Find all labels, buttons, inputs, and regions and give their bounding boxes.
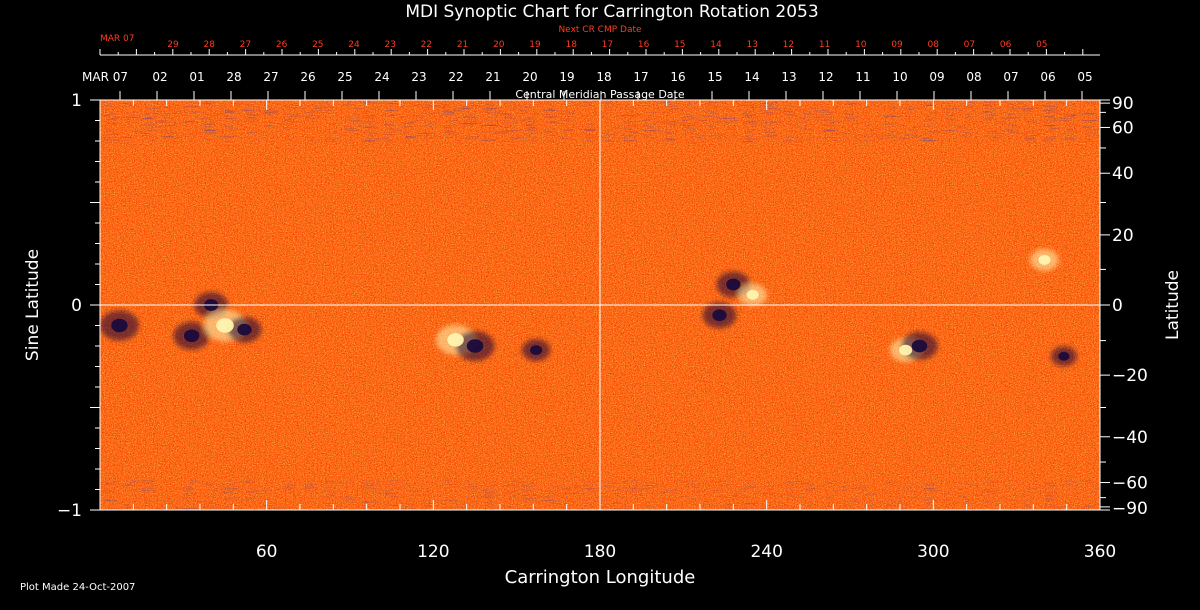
next-cr-date-label: 26 <box>276 40 288 50</box>
y-right-tick-label: 20 <box>1112 226 1134 246</box>
top-axis-dates: 02 01 28 27 26 25 24 23 22 21 20 19 18 17 16 15 14 13 12 11… <box>152 70 1092 84</box>
x-tick-label: 180 <box>584 542 616 562</box>
y-right-tick-label: −90 <box>1112 499 1148 519</box>
y-axis-right-label: Latitude <box>1163 270 1183 340</box>
y-right-tick-label: −60 <box>1112 474 1148 494</box>
top-axis-date-label: 08 <box>966 70 981 84</box>
next-cr-date-label: 29 <box>167 40 179 50</box>
next-cr-date-label: 05 <box>1036 40 1047 50</box>
active-region-core <box>746 289 759 300</box>
active-region-core <box>911 339 928 353</box>
plot-made-footer: Plot Made 24-Oct-2007 <box>20 582 135 593</box>
top-axis-date-label: 01 <box>189 70 204 84</box>
next-cr-date-label: 21 <box>457 40 468 50</box>
active-region-core <box>447 333 464 347</box>
top-axis-date-label: 28 <box>226 70 241 84</box>
next-cr-date-label: 23 <box>384 40 395 50</box>
top-axis-date-label: 25 <box>337 70 352 84</box>
chart-title: MDI Synoptic Chart for Carrington Rotati… <box>405 2 818 22</box>
top-axis-date-label: 06 <box>1040 70 1055 84</box>
next-cr-date-label: 25 <box>312 40 323 50</box>
top-axis-date-label: 15 <box>707 70 722 84</box>
active-region-core <box>726 278 741 291</box>
next-cr-date-label: 12 <box>783 40 794 50</box>
y-right-tick-label: 60 <box>1112 118 1134 138</box>
top-axis-date-label: 10 <box>892 70 907 84</box>
next-cr-axis-label: Next CR CMP Date <box>558 25 642 35</box>
y-left-tick-label: 1 <box>71 91 82 111</box>
next-cr-date-label: 09 <box>891 40 903 50</box>
next-cr-date-label: 24 <box>348 40 360 50</box>
top-axis-date-label: 23 <box>411 70 426 84</box>
x-axis: 60 120 180 240 300 360 <box>99 100 1116 562</box>
x-tick-label: 60 <box>256 542 278 562</box>
next-cr-date-label: 14 <box>710 40 722 50</box>
top-axis-date-label: 18 <box>596 70 611 84</box>
next-cr-date-label: 07 <box>964 40 975 50</box>
top-axis-date-label: 11 <box>855 70 870 84</box>
top-axis-date-label: 17 <box>633 70 648 84</box>
top-axis-date-label: 07 <box>1003 70 1018 84</box>
next-cr-date-label: 20 <box>493 40 505 50</box>
top-axis-date-label: 16 <box>670 70 685 84</box>
top-axis-date-label: 02 <box>152 70 167 84</box>
top-axis-date-label: 26 <box>300 70 315 84</box>
y-right-tick-label: −40 <box>1112 428 1148 448</box>
top-axis-date-label: 14 <box>744 70 759 84</box>
next-cr-dates: 29 28 27 26 25 24 23 22 21 20 19 18 17 16 15 14 13 12 11 10… <box>167 40 1047 50</box>
next-cr-date-label: 13 <box>746 40 757 50</box>
top-axis-date-label: 12 <box>818 70 833 84</box>
x-tick-label: 120 <box>417 542 449 562</box>
top-axis-label: Central Meridian Passage Date <box>515 88 684 101</box>
next-cr-date-label: 28 <box>203 40 215 50</box>
active-region-core <box>1058 351 1070 361</box>
y-left-tick-label: 0 <box>71 296 82 316</box>
next-cr-date-label: 18 <box>565 40 577 50</box>
y-right-tick-label: 0 <box>1112 296 1123 316</box>
top-axis-date-label: 09 <box>929 70 944 84</box>
next-cr-date-label: 11 <box>819 40 830 50</box>
active-region-core <box>898 344 913 356</box>
top-axis-date-label: 19 <box>559 70 574 84</box>
next-cr-date-label: 08 <box>927 40 939 50</box>
next-cr-date-label: 16 <box>638 40 650 50</box>
y-axis-left-label: Sine Latitude <box>23 249 43 361</box>
grid-lines <box>100 100 1100 510</box>
x-tick-label: 360 <box>1084 542 1116 562</box>
top-axis-date-label: 20 <box>522 70 537 84</box>
active-region-core <box>183 329 200 343</box>
next-cr-date-label: 19 <box>529 40 541 50</box>
x-tick-label: 240 <box>750 542 782 562</box>
next-cr-date-label: 17 <box>602 40 613 50</box>
next-cr-date-label: 06 <box>1000 40 1012 50</box>
active-region-core <box>216 318 234 333</box>
top-axis-date-label: 24 <box>374 70 389 84</box>
x-axis-label: Carrington Longitude <box>505 567 696 588</box>
active-region-core <box>111 318 128 333</box>
x-tick-label: 300 <box>917 542 949 562</box>
active-region-core <box>1038 254 1051 265</box>
next-cr-date-label: 27 <box>240 40 251 50</box>
active-region-core <box>530 345 543 356</box>
top-axis-start-label: MAR 07 <box>82 70 128 84</box>
y-right-tick-label: 90 <box>1112 94 1134 114</box>
next-cr-start-label: MAR 07 <box>100 34 135 44</box>
active-region-core <box>712 309 727 322</box>
active-region-core <box>237 323 252 336</box>
active-region-core <box>466 339 484 353</box>
next-cr-date-label: 22 <box>421 40 432 50</box>
top-axis-date-label: 27 <box>263 70 278 84</box>
top-axis-date-label: 22 <box>448 70 463 84</box>
top-axis-date-label: 13 <box>781 70 796 84</box>
y-axis-right: 90 60 40 20 0 −20 −40 −60 −90 <box>1100 94 1148 519</box>
y-left-tick-label: −1 <box>57 501 82 521</box>
next-cr-date-label: 15 <box>674 40 685 50</box>
y-right-tick-label: −20 <box>1112 366 1148 386</box>
y-right-tick-label: 40 <box>1112 164 1134 184</box>
y-axis-left: 1 0 −1 <box>57 91 100 521</box>
next-cr-date-label: 10 <box>855 40 867 50</box>
top-axis-date-label: 21 <box>485 70 500 84</box>
top-axis-date-label: 05 <box>1077 70 1092 84</box>
